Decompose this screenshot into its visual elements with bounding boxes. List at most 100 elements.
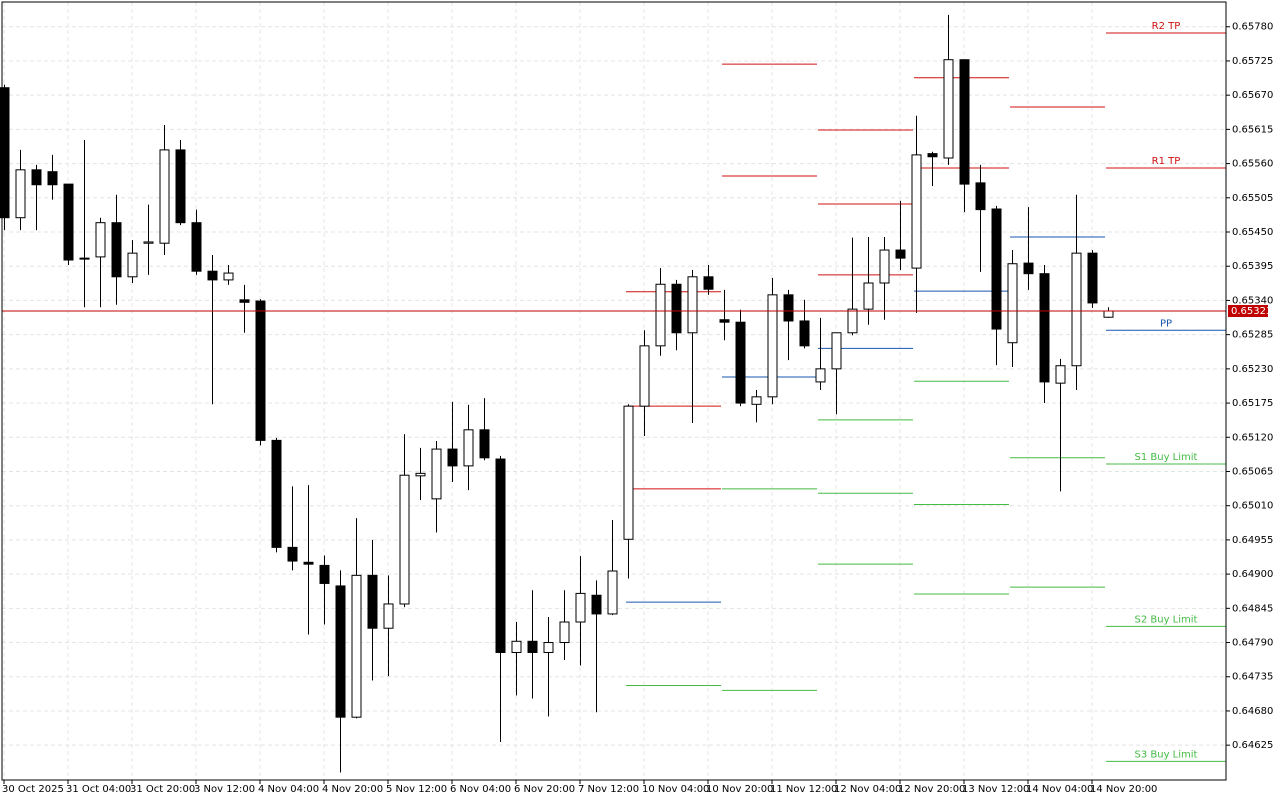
x-tick-label: 11 Nov 12:00 [770, 784, 837, 795]
candle-body [687, 276, 698, 334]
candle-body [367, 574, 378, 629]
candle-body [943, 59, 954, 159]
candle-body [783, 294, 794, 322]
y-tick-label: 0.64845 [1232, 603, 1273, 614]
pivot-levels: R2 TP R1 TP PP S1 Buy Limit S2 Buy Limit S3 B… [626, 21, 1226, 762]
y-tick-label: 0.65120 [1232, 432, 1273, 443]
resistance-level-label: R1 TP [1152, 156, 1181, 167]
y-tick-label: 0.65615 [1232, 124, 1273, 135]
x-tick-label: 12 Nov 20:00 [898, 784, 965, 795]
candle-body [671, 283, 682, 334]
candle-body [591, 594, 602, 615]
candle-body [767, 294, 778, 398]
candle-body [815, 368, 826, 383]
candle-body [847, 308, 858, 334]
candle-body [175, 149, 186, 224]
x-tick-label: 6 Nov 20:00 [514, 784, 575, 795]
candle-body [799, 320, 810, 347]
candle-body [447, 448, 458, 467]
candle-body [927, 153, 938, 158]
plot-frame [1, 1, 1227, 781]
x-tick-label: 4 Nov 04:00 [258, 784, 319, 795]
candle-body [319, 564, 330, 584]
candle-body [271, 439, 282, 548]
candle-body [15, 169, 26, 219]
candle-body [335, 585, 346, 718]
x-tick-label: 10 Nov 20:00 [706, 784, 773, 795]
y-tick-label: 0.65010 [1232, 501, 1273, 512]
x-tick-label: 3 Nov 12:00 [194, 784, 255, 795]
candle-body [351, 574, 362, 718]
x-tick-label: 14 Nov 04:00 [1026, 784, 1093, 795]
candle-body [879, 249, 890, 284]
candle-body [463, 429, 474, 467]
candles [0, 14, 1114, 773]
candle-body [287, 546, 298, 562]
x-tick-label: 5 Nov 12:00 [386, 784, 447, 795]
candle-body [431, 448, 442, 500]
y-tick-label: 0.65065 [1232, 466, 1273, 477]
y-tick-label: 0.65395 [1232, 261, 1273, 272]
candle-body [47, 171, 58, 186]
last-price-label: 0.65323 [1231, 306, 1272, 317]
candle-body [399, 474, 410, 605]
candle-body [863, 282, 874, 310]
candle-body [623, 405, 634, 540]
x-tick-label: 6 Nov 04:00 [450, 784, 511, 795]
candle-body [719, 319, 730, 323]
candle-body [479, 429, 490, 459]
y-tick-label: 0.65230 [1232, 364, 1273, 375]
candle-body [831, 332, 842, 370]
candle-body [527, 640, 538, 653]
candle-body [383, 603, 394, 629]
y-tick-label: 0.65340 [1232, 295, 1273, 306]
y-tick-label: 0.64900 [1232, 569, 1273, 580]
x-tick-label: 12 Nov 04:00 [834, 784, 901, 795]
x-tick-label: 14 Nov 20:00 [1090, 784, 1157, 795]
x-tick-label: 30 Oct 2025 [2, 784, 64, 795]
candle-body [751, 396, 762, 405]
y-tick-label: 0.64790 [1232, 638, 1273, 649]
candle-body [1039, 273, 1050, 383]
candle-body [735, 321, 746, 404]
x-tick-label: 13 Nov 12:00 [962, 784, 1029, 795]
x-tick-label: 7 Nov 12:00 [578, 784, 639, 795]
y-tick-label: 0.65725 [1232, 56, 1273, 67]
grid [2, 2, 1226, 780]
y-tick-label: 0.64625 [1232, 740, 1273, 751]
x-tick-label: 31 Oct 04:00 [66, 784, 131, 795]
candle-body [495, 458, 506, 653]
y-tick-label: 0.64955 [1232, 535, 1273, 546]
support-level-label: S2 Buy Limit [1135, 614, 1198, 625]
candle-body [607, 570, 618, 615]
y-tick-label: 0.65780 [1232, 22, 1273, 33]
x-tick-label: 4 Nov 20:00 [322, 784, 383, 795]
candle-body [975, 182, 986, 211]
candle-body [559, 621, 570, 644]
candle-body [575, 592, 586, 623]
candle-body [1007, 263, 1018, 344]
y-tick-label: 0.65505 [1232, 193, 1273, 204]
candle-body [63, 183, 74, 261]
candle-body [239, 299, 250, 303]
candle-body [1103, 310, 1114, 318]
support-level-label: S1 Buy Limit [1135, 452, 1198, 463]
candle-body [911, 154, 922, 269]
resistance-level-label: R2 TP [1152, 21, 1181, 32]
candle-body [543, 642, 554, 653]
candle-body [639, 345, 650, 407]
candle-body [143, 241, 154, 244]
candle-body [79, 257, 90, 260]
y-tick-label: 0.64680 [1232, 706, 1273, 717]
candle-body [655, 283, 666, 347]
candle-body [207, 270, 218, 281]
candle-body [511, 640, 522, 653]
candle-body [111, 222, 122, 278]
candle-body [1071, 252, 1082, 367]
last-price-box [1228, 305, 1268, 318]
y-tick-label: 0.65670 [1232, 90, 1273, 101]
candle-body [1023, 262, 1034, 275]
